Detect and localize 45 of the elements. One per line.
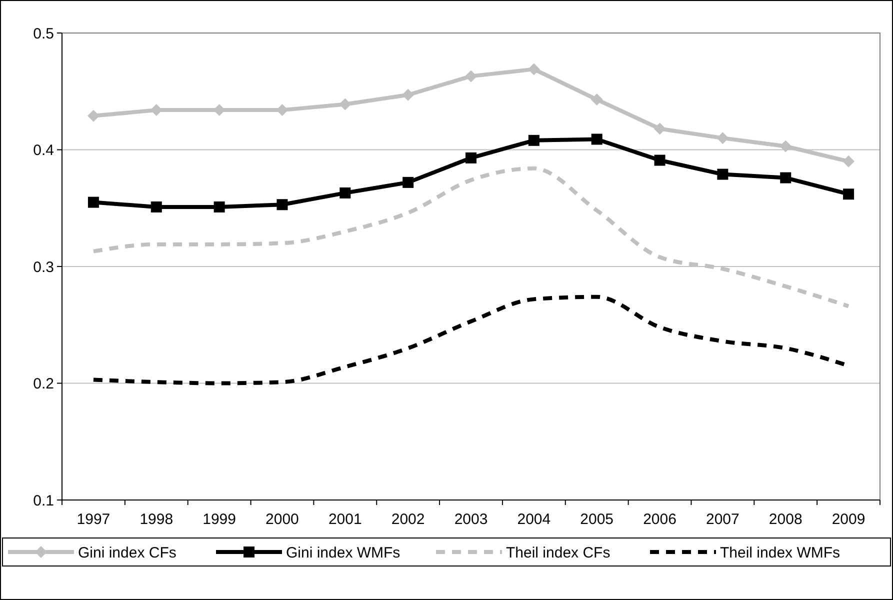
point: [402, 88, 414, 101]
y-tick-label: 0.3: [33, 258, 54, 276]
legend-label: Gini index CFs: [78, 544, 176, 562]
legend-label: Theil index CFs: [506, 544, 610, 562]
legend-label: Theil index WMFs: [720, 544, 840, 562]
x-tick-label: 1998: [140, 511, 174, 528]
x-tick-label: 1997: [76, 511, 110, 528]
x-tick-label: 2005: [580, 511, 614, 528]
y-tick-label: 0.5: [33, 25, 54, 42]
x-tick-label: 2009: [832, 511, 866, 528]
point: [590, 94, 603, 106]
x-tick-label: 2000: [266, 511, 299, 528]
point: [528, 134, 540, 146]
x-tick-label: 2003: [454, 511, 488, 528]
x-tick-label: 2001: [328, 511, 362, 528]
point: [466, 152, 476, 164]
point: [340, 187, 351, 198]
x-tick-label: 2008: [768, 511, 802, 528]
point: [780, 172, 792, 184]
y-tick-label: 0.2: [33, 376, 54, 392]
x-tick-label: 2004: [517, 511, 551, 528]
y-tick-label: 0.1: [33, 492, 54, 510]
point: [716, 132, 729, 144]
x-tick-label: 2007: [706, 511, 740, 528]
point: [87, 110, 100, 122]
point: [214, 201, 225, 212]
point: [842, 155, 855, 168]
legend-label: Gini index WMFs: [286, 544, 400, 562]
point: [339, 98, 352, 110]
point: [402, 176, 414, 188]
point: [591, 134, 602, 145]
point: [654, 122, 666, 135]
point: [843, 188, 854, 200]
point: [717, 168, 728, 180]
point: [150, 201, 162, 212]
point: [528, 63, 540, 76]
point: [465, 70, 477, 82]
point: [276, 199, 288, 210]
x-tick-label: 1999: [202, 511, 236, 528]
point: [780, 140, 792, 152]
x-tick-label: 2006: [643, 511, 676, 528]
point: [654, 154, 666, 166]
point: [88, 196, 99, 208]
y-tick-label: 0.4: [33, 142, 54, 159]
x-tick-label: 2002: [391, 511, 425, 528]
